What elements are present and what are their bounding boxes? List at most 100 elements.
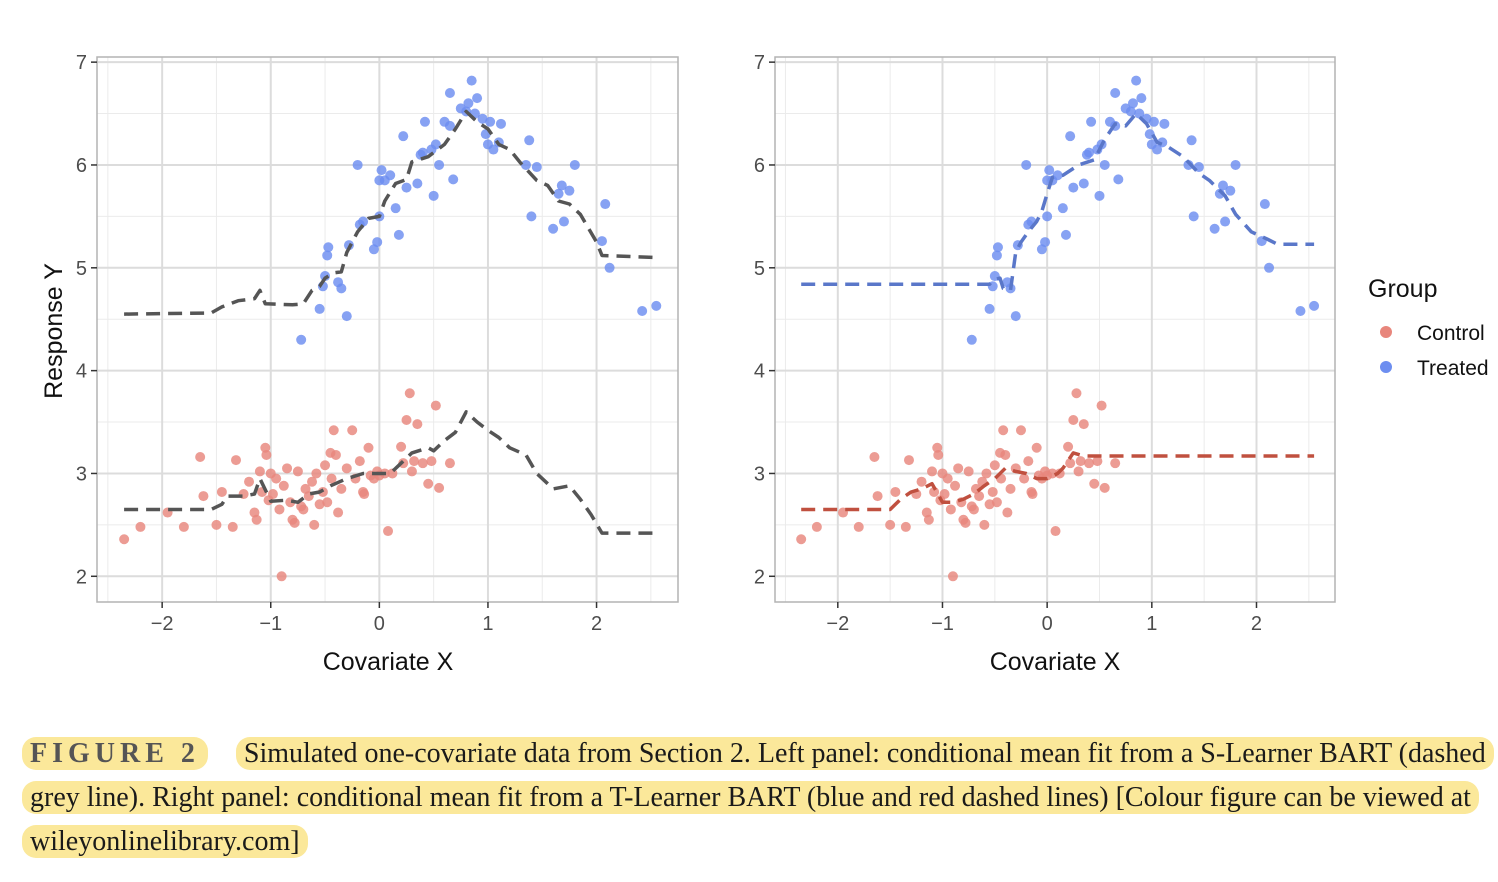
- control-point: [963, 466, 974, 477]
- treated-point: [1042, 211, 1053, 222]
- treated-point: [495, 118, 506, 129]
- control-point: [341, 463, 352, 474]
- legend-treated-swatch: [1380, 361, 1392, 373]
- control-point: [1065, 458, 1076, 469]
- control-point: [1019, 473, 1030, 484]
- control-point: [314, 499, 325, 510]
- treated-point: [376, 165, 387, 176]
- treated-point: [448, 174, 459, 185]
- x-tick-label: 2: [1251, 613, 1262, 635]
- treated-point: [444, 87, 455, 98]
- control-point: [1031, 442, 1042, 453]
- y-tick-label: 3: [76, 463, 87, 485]
- control-point: [444, 458, 455, 469]
- treated-point: [553, 188, 564, 199]
- treated-point: [372, 237, 383, 248]
- treated-point: [569, 159, 580, 170]
- control-point: [1015, 425, 1026, 436]
- x-tick-label: −2: [151, 613, 174, 635]
- treated-point: [485, 116, 496, 127]
- treated-point: [651, 300, 662, 311]
- control-point: [333, 507, 344, 518]
- treated-point: [336, 283, 347, 294]
- x-tick-label: −1: [931, 613, 954, 635]
- control-point: [811, 521, 822, 532]
- control-point: [430, 400, 441, 411]
- treated-point: [430, 139, 441, 150]
- control-point: [981, 468, 992, 479]
- control-point: [987, 486, 998, 497]
- s-learner-fit-line: [124, 109, 657, 316]
- treated-point: [434, 159, 445, 170]
- legend-treated-label: Treated: [1417, 357, 1489, 380]
- y-tick-label: 5: [76, 258, 87, 280]
- control-point: [244, 476, 255, 487]
- control-point: [1110, 458, 1121, 469]
- control-point: [383, 526, 394, 537]
- control-point: [853, 521, 864, 532]
- control-point: [119, 534, 130, 545]
- treated-point: [1021, 159, 1032, 170]
- control-point: [998, 425, 1009, 436]
- x-tick-label: 1: [482, 613, 493, 635]
- control-point: [869, 452, 880, 463]
- legend-title: Group: [1368, 275, 1437, 303]
- treated-point: [1078, 178, 1089, 189]
- control-point: [274, 504, 285, 515]
- treated-point: [966, 334, 977, 345]
- treated-point: [472, 93, 483, 104]
- control-point: [211, 519, 222, 530]
- control-point: [307, 476, 318, 487]
- treated-point: [1044, 165, 1055, 176]
- control-point: [991, 497, 1002, 508]
- x-tick-label: 2: [591, 613, 602, 635]
- treated-point: [341, 311, 352, 322]
- control-point: [1084, 458, 1095, 469]
- treated-point: [323, 242, 334, 253]
- treated-point: [358, 216, 369, 227]
- treated-point: [1152, 144, 1163, 155]
- control-point: [933, 449, 944, 460]
- control-point: [953, 463, 964, 474]
- control-point: [1050, 526, 1061, 537]
- control-point: [1099, 482, 1110, 493]
- y-tick-label: 7: [76, 52, 87, 74]
- control-point: [1089, 478, 1100, 489]
- x-tick-label: −2: [826, 613, 849, 635]
- control-fit-line: [801, 451, 1315, 512]
- control-point: [292, 466, 303, 477]
- control-point: [974, 491, 985, 502]
- control-point: [426, 456, 437, 467]
- treated-point: [401, 182, 412, 193]
- control-point: [960, 517, 971, 528]
- y-tick-label: 4: [76, 361, 87, 383]
- treated-fit-line: [801, 111, 1315, 293]
- treated-point: [1209, 223, 1220, 234]
- x-tick-label: 0: [1042, 613, 1053, 635]
- treated-point: [604, 262, 615, 273]
- control-point: [890, 486, 901, 497]
- control-point: [947, 571, 958, 582]
- control-point: [404, 388, 415, 399]
- treated-point: [393, 229, 404, 240]
- treated-point: [1113, 174, 1124, 185]
- treated-point: [428, 190, 439, 201]
- treated-point: [1186, 135, 1197, 146]
- control-point: [359, 489, 370, 500]
- control-point: [900, 521, 911, 532]
- control-point: [409, 456, 420, 467]
- treated-point: [1159, 118, 1170, 129]
- control-point: [195, 452, 206, 463]
- treated-point: [322, 250, 333, 261]
- control-point: [1063, 441, 1074, 452]
- control-point: [1073, 466, 1084, 477]
- control-point: [278, 480, 289, 491]
- treated-point: [558, 216, 569, 227]
- treated-point: [463, 98, 474, 109]
- treated-point: [1295, 305, 1306, 316]
- s-learner-fit-line: [124, 410, 657, 535]
- treated-point: [600, 199, 611, 210]
- treated-point: [984, 303, 995, 314]
- treated-point: [314, 303, 325, 314]
